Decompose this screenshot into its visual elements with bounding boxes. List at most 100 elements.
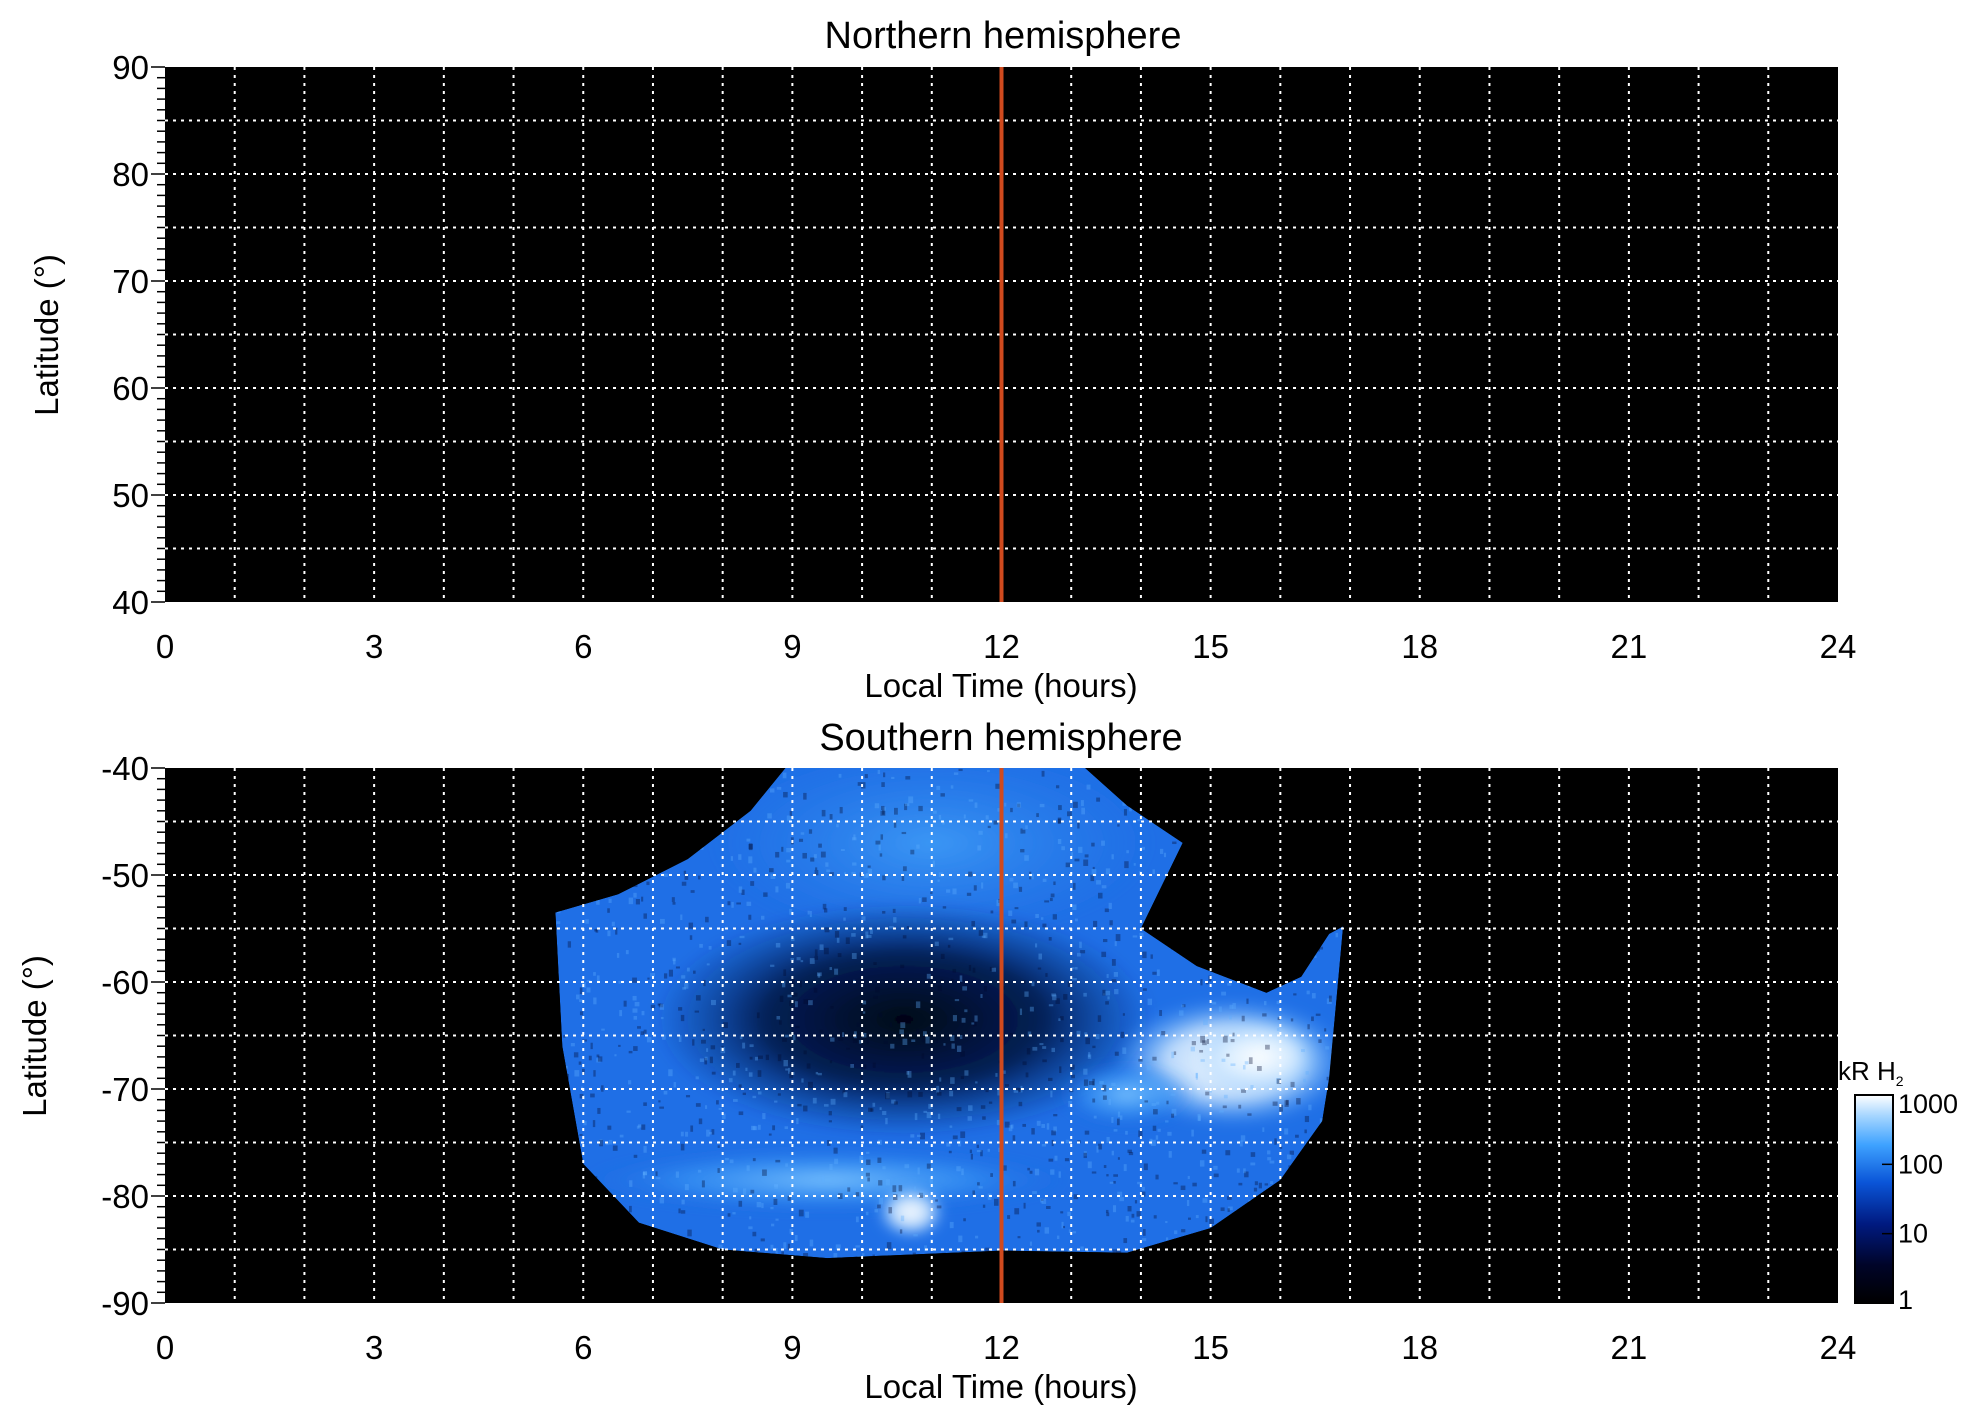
speckle xyxy=(605,1142,609,1146)
speckle xyxy=(708,945,712,950)
speckle xyxy=(756,1012,760,1019)
speckle xyxy=(1008,1125,1013,1132)
speckle xyxy=(980,994,983,998)
speckle xyxy=(1150,1139,1156,1146)
speckle xyxy=(1113,1180,1116,1184)
speckle xyxy=(815,867,818,871)
speckle xyxy=(1036,1222,1041,1227)
speckle xyxy=(663,973,668,979)
emission-region-oval-pm-band xyxy=(1057,1062,1197,1127)
speckle xyxy=(1042,878,1047,882)
speckle xyxy=(1258,1182,1262,1189)
speckle xyxy=(770,1206,774,1210)
speckle xyxy=(787,1195,791,1201)
speckle xyxy=(1072,904,1077,911)
speckle xyxy=(1044,1227,1050,1234)
speckle xyxy=(689,935,693,940)
speckle xyxy=(924,1245,928,1252)
grid xyxy=(165,67,1838,602)
speckle xyxy=(681,1199,685,1205)
speckle xyxy=(974,1015,978,1022)
speckle xyxy=(1111,958,1116,966)
speckle xyxy=(1218,1006,1222,1012)
speckle xyxy=(781,846,784,852)
speckle xyxy=(855,1245,860,1248)
speckle xyxy=(1102,993,1106,996)
speckle xyxy=(934,941,939,947)
speckle xyxy=(642,1172,646,1179)
speckle xyxy=(935,1038,939,1043)
speckle xyxy=(628,897,634,905)
speckle xyxy=(650,973,656,977)
speckle xyxy=(775,1218,779,1221)
speckle xyxy=(1074,858,1080,862)
speckle xyxy=(702,1028,705,1031)
speckle xyxy=(695,995,701,1001)
speckle xyxy=(1087,1161,1092,1169)
speckle xyxy=(872,1062,876,1068)
speckle xyxy=(892,908,896,913)
speckle xyxy=(1029,1170,1033,1174)
speckle xyxy=(1240,1135,1246,1142)
speckle xyxy=(1111,1082,1116,1087)
speckle xyxy=(634,1001,640,1007)
speckle xyxy=(1306,990,1310,995)
speckle xyxy=(840,849,845,852)
speckle xyxy=(1041,1198,1047,1204)
speckle xyxy=(590,1042,593,1050)
speckle xyxy=(879,853,883,857)
speckle xyxy=(826,869,831,873)
speckle xyxy=(948,1150,952,1154)
speckle xyxy=(675,966,680,969)
x-tick-label: 3 xyxy=(365,1329,383,1366)
speckle xyxy=(738,1200,743,1207)
speckle xyxy=(1055,998,1060,1004)
x-tick-label: 24 xyxy=(1820,628,1857,665)
speckle xyxy=(980,1150,983,1157)
speckle xyxy=(1045,973,1048,977)
speckle xyxy=(973,885,977,891)
speckle xyxy=(1152,869,1155,875)
speckle xyxy=(942,821,945,825)
speckle xyxy=(879,1107,882,1110)
speckle xyxy=(1106,1136,1110,1143)
speckle xyxy=(1067,1211,1072,1217)
speckle xyxy=(829,1163,833,1171)
speckle xyxy=(886,1242,892,1249)
speckle xyxy=(582,1039,587,1042)
speckle xyxy=(819,944,824,951)
speckle xyxy=(625,950,629,955)
speckle xyxy=(855,1192,860,1197)
speckle xyxy=(1222,1035,1228,1043)
speckle xyxy=(1229,1015,1232,1020)
speckle xyxy=(1113,971,1119,977)
speckle xyxy=(1168,1151,1172,1158)
speckle xyxy=(947,944,951,948)
speckle xyxy=(1108,1098,1112,1106)
speckle xyxy=(902,935,907,939)
speckle xyxy=(694,1010,700,1013)
speckle xyxy=(1221,1058,1226,1062)
speckle xyxy=(1140,846,1146,850)
speckle xyxy=(1035,943,1038,948)
speckle xyxy=(1238,1104,1242,1109)
speckle xyxy=(913,1234,918,1237)
speckle xyxy=(843,907,847,911)
speckle xyxy=(1198,1115,1201,1121)
speckle xyxy=(703,979,706,987)
speckle xyxy=(1276,1078,1282,1084)
speckle xyxy=(659,1106,664,1109)
speckle xyxy=(763,892,768,897)
speckle xyxy=(778,1020,782,1025)
speckle xyxy=(1030,873,1034,880)
speckle xyxy=(705,916,709,923)
speckle xyxy=(936,1085,940,1093)
speckle xyxy=(1304,1129,1307,1134)
speckle xyxy=(1041,1143,1047,1147)
speckle xyxy=(601,1028,605,1031)
colorbar-label-main: kR H xyxy=(1838,1056,1896,1086)
speckle xyxy=(1037,1229,1040,1233)
speckle xyxy=(905,776,911,780)
speckle xyxy=(1303,1078,1306,1083)
speckle xyxy=(1029,871,1032,875)
